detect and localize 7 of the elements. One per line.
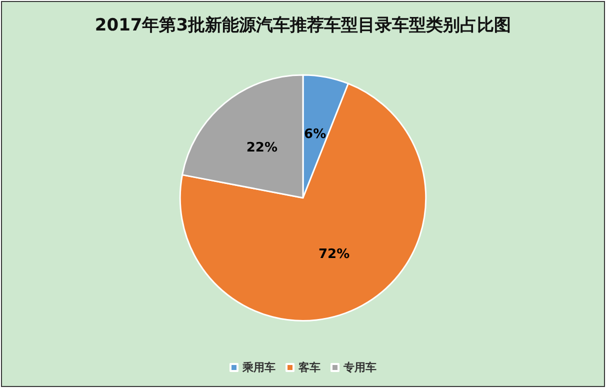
data-label: 72% bbox=[318, 246, 350, 262]
legend-label: 客车 bbox=[298, 361, 320, 374]
data-label: 22% bbox=[246, 140, 278, 156]
data-label: 6% bbox=[304, 127, 326, 142]
chart-title: 2017年第3批新能源汽车推荐车型目录车型类别占比图 bbox=[94, 16, 512, 36]
legend-label: 专用车 bbox=[342, 361, 376, 374]
legend-label: 乘用车 bbox=[242, 361, 276, 374]
